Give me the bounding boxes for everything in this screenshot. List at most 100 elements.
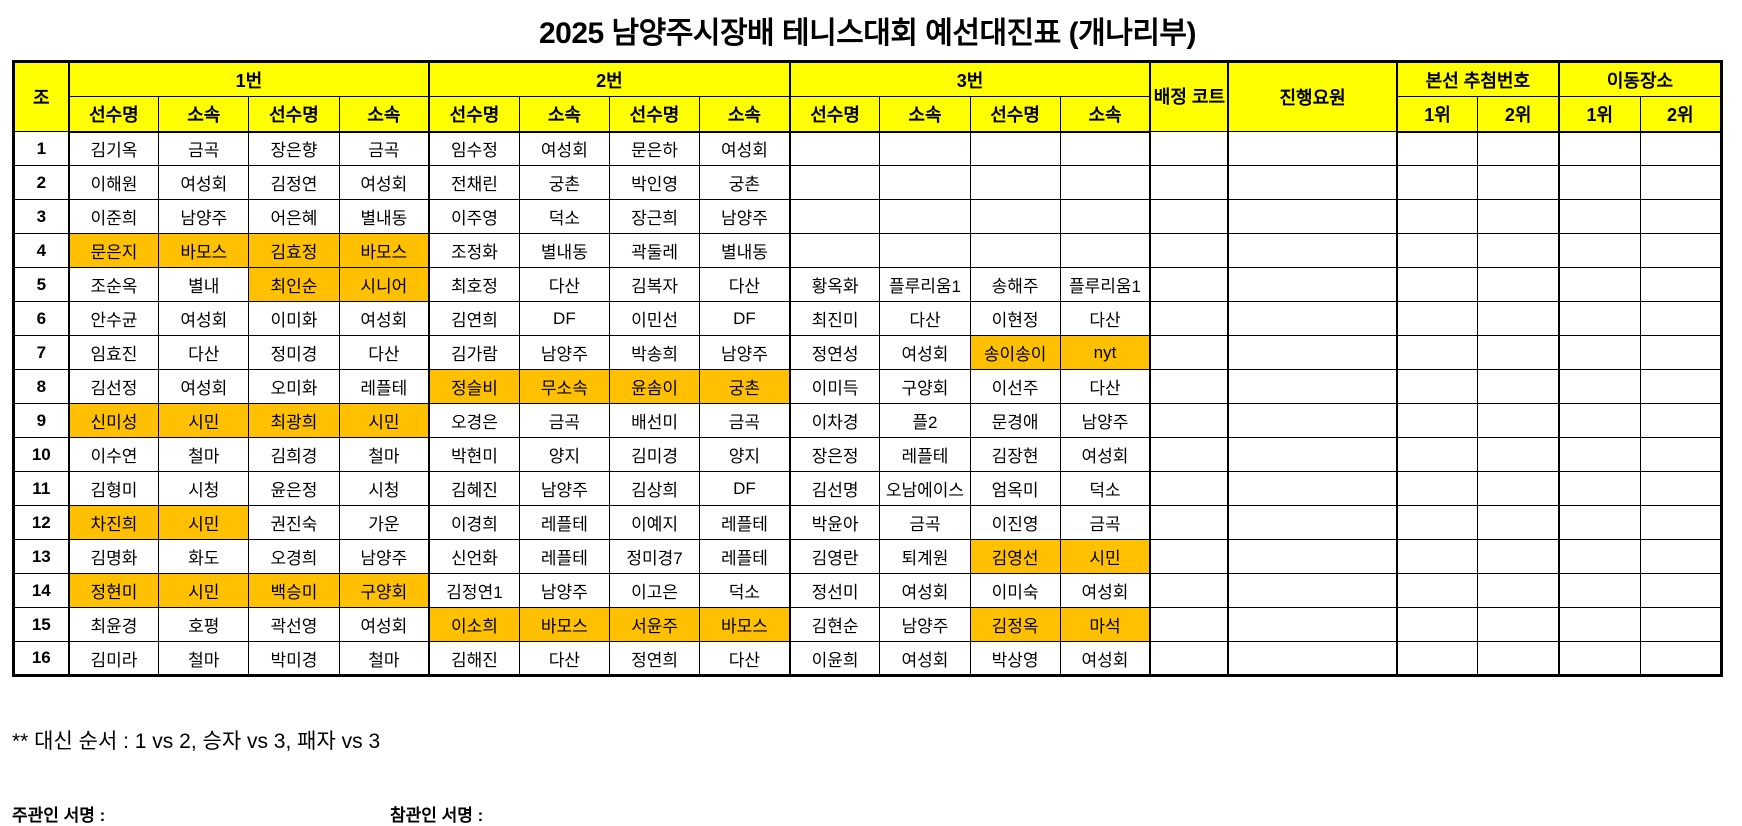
player-name-cell: 조순옥 [67,267,160,302]
affiliation-cell: 금곡 [518,403,610,438]
player-name-cell: 김정연 [248,165,340,200]
affiliation-cell: 여성회 [518,131,610,166]
affiliation-cell [879,165,971,200]
affiliation-cell: 다산 [1059,369,1151,404]
affiliation-cell: 별내동 [518,233,610,268]
affiliation-cell: 레플테 [338,369,430,404]
court-cell [1149,505,1229,540]
player-name-cell: 황옥화 [788,267,881,302]
affiliation-cell: 시청 [158,471,250,506]
staff-cell [1227,573,1398,608]
col-header-affiliation: 소속 [1059,96,1151,133]
player-name-cell: 문경애 [969,403,1061,438]
col-header-player: 선수명 [248,96,340,133]
col-header-affiliation: 소속 [158,96,250,133]
player-name-cell: 김정연1 [428,573,520,608]
affiliation-cell: 다산 [879,301,971,336]
player-name-cell: 신미성 [67,403,160,438]
affiliation-cell: 오남에이스 [879,471,971,506]
player-name-cell: 김선명 [788,471,881,506]
player-name-cell: 배선미 [608,403,701,438]
col-header-player: 선수명 [969,96,1061,133]
affiliation-cell: 무소속 [518,369,610,404]
affiliation-cell: 다산 [338,335,430,370]
player-name-cell: 정미경7 [608,539,701,574]
affiliation-cell: 화도 [158,539,250,574]
player-name-cell: 이준희 [67,199,160,234]
affiliation-cell [1059,165,1151,200]
table-row: 2 이해원 여성회 김정연 여성회 전채린 궁촌 박인영 궁촌 [12,165,1723,200]
affiliation-cell: 남양주 [1059,403,1151,438]
player-name-cell: 이예지 [608,505,701,540]
affiliation-cell: 시민 [338,403,430,438]
court-cell [1149,437,1229,472]
group-number: 7 [12,335,70,370]
col-header-staff: 진행요원 [1227,61,1398,132]
affiliation-cell: 덕소 [699,573,791,608]
player-name-cell: 이현정 [969,301,1061,336]
affiliation-cell: 시니어 [338,267,430,302]
player-name-cell: 박송희 [608,335,701,370]
draw-rank1-cell [1395,267,1479,302]
affiliation-cell [1059,233,1151,268]
draw-rank2-cell [1477,403,1560,438]
move-rank2-cell [1639,369,1723,404]
court-cell [1149,369,1229,404]
player-name-cell: 오미화 [248,369,340,404]
draw-rank2-cell [1477,539,1560,574]
affiliation-cell: 여성회 [338,165,430,200]
affiliation-cell: 여성회 [879,573,971,608]
player-name-cell: 장은정 [788,437,881,472]
affiliation-cell: 궁촌 [699,369,791,404]
player-name-cell: 오경희 [248,539,340,574]
player-name-cell: 정연희 [608,641,701,676]
player-name-cell: 이소희 [428,607,520,642]
player-name-cell: 백승미 [248,573,340,608]
group-number: 16 [12,641,70,676]
affiliation-cell: 다산 [518,267,610,302]
move-rank1-cell [1557,573,1641,608]
draw-rank2-cell [1477,301,1560,336]
player-name-cell: 이윤희 [788,641,881,676]
court-cell [1149,539,1229,574]
col-header-player: 선수명 [67,96,160,133]
draw-rank1-cell [1395,437,1479,472]
affiliation-cell [879,131,971,166]
col-header-affiliation: 소속 [338,96,430,133]
player-name-cell: 이수연 [67,437,160,472]
player-name-cell: 전채린 [428,165,520,200]
affiliation-cell: 철마 [338,641,430,676]
player-name-cell: 박상영 [969,641,1061,676]
affiliation-cell: 바모스 [338,233,430,268]
table-row: 15 최윤경 호평 곽선영 여성회 이소희 바모스 서윤주 바모스 김현순 남양주 김정옥 마석 [12,607,1723,642]
player-name-cell: 송해주 [969,267,1061,302]
player-name-cell: 조정화 [428,233,520,268]
group-number: 15 [12,607,70,642]
affiliation-cell [1059,131,1151,166]
move-rank2-cell [1639,267,1723,302]
table-header: 조 1번 2번 3번 배정 코트 진행요원 본선 추첨번호 이동장소 선수명 소… [12,61,1723,133]
affiliation-cell [879,199,971,234]
affiliation-cell: 시민 [158,505,250,540]
player-name-cell: 김미경 [608,437,701,472]
table-row: 5 조순옥 별내 최인순 시니어 최호정 다산 김복자 다산 황옥화 플루리움1 송해주 플루리움1 [12,267,1723,302]
table-row: 11 김형미 시청 윤은정 시청 김혜진 남양주 김상희 DF 김선명 오남에이스 엄옥미 덕소 [12,471,1723,506]
player-name-cell: 김가람 [428,335,520,370]
match-order-note: ** 대신 순서 : 1 vs 2, 승자 vs 3, 패자 vs 3 [12,730,381,753]
player-name-cell: 김현순 [788,607,881,642]
affiliation-cell: 구양회 [338,573,430,608]
staff-cell [1227,505,1398,540]
table-row: 14 정현미 시민 백승미 구양회 김정연1 남양주 이고은 덕소 정선미 여성회 이미숙 여성회 [12,573,1723,608]
page-title: 2025 남양주시장배 테니스대회 예선대진표 (개나리부) [538,17,1197,50]
affiliation-cell: 레플테 [879,437,971,472]
player-name-cell: 최호정 [428,267,520,302]
player-name-cell: 신언화 [428,539,520,574]
affiliation-cell: 별내동 [699,233,791,268]
player-name-cell: 정연성 [788,335,881,370]
draw-rank2-cell [1477,471,1560,506]
affiliation-cell: 여성회 [158,165,250,200]
affiliation-cell: 금곡 [879,505,971,540]
affiliation-cell: 가운 [338,505,430,540]
court-cell [1149,607,1229,642]
player-name-cell: 문은하 [608,131,701,166]
